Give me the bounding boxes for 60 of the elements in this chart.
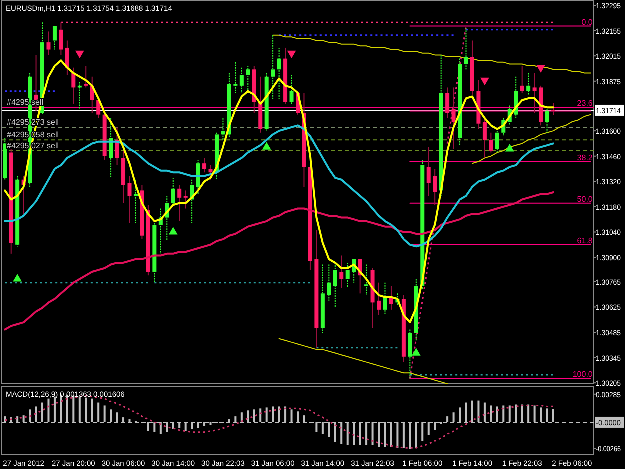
candlestick — [65, 40, 70, 76]
candlestick — [346, 262, 350, 289]
candlestick — [327, 264, 332, 302]
candlestick — [340, 255, 344, 289]
candlestick — [495, 130, 500, 154]
candlestick — [240, 67, 244, 94]
candlestick — [221, 118, 226, 141]
line-series — [272, 34, 592, 74]
candlestick — [184, 190, 188, 210]
line-series — [472, 114, 592, 164]
candlestick — [128, 176, 132, 224]
point — [287, 50, 296, 59]
point — [13, 274, 22, 282]
point — [412, 348, 421, 356]
line-series — [4, 124, 554, 248]
point — [168, 227, 178, 235]
candlestick — [72, 67, 76, 104]
candlestick — [482, 118, 487, 159]
candlestick — [178, 184, 182, 222]
line-series — [4, 192, 554, 331]
series-label: 50.0 — [577, 194, 594, 204]
candlestick — [426, 146, 431, 197]
candlestick — [59, 22, 64, 56]
candlestick — [377, 282, 382, 316]
candlestick — [208, 164, 213, 180]
candlestick — [271, 34, 276, 101]
series-label: 38.2 — [577, 153, 594, 162]
candlestick — [196, 159, 200, 195]
candlestick — [333, 262, 338, 309]
candlestick — [551, 102, 556, 116]
candlestick — [202, 158, 207, 174]
candlestick — [246, 66, 250, 92]
candlestick — [364, 264, 369, 296]
series-label: 23.6 — [577, 99, 594, 108]
candlestick — [52, 26, 57, 50]
candlestick — [84, 66, 88, 88]
series-label: 61.8 — [577, 236, 594, 246]
candlestick — [46, 31, 51, 56]
point — [536, 65, 546, 73]
series-label: 100.0 — [572, 370, 594, 380]
candlestick — [446, 87, 450, 119]
series-label: 0.0 — [582, 18, 594, 27]
candlestick — [532, 72, 537, 114]
candlestick — [545, 108, 550, 134]
candlestick — [277, 47, 282, 101]
point — [480, 78, 490, 86]
point — [75, 50, 84, 59]
candlestick — [520, 66, 524, 94]
candlestick — [526, 72, 531, 96]
point — [262, 142, 272, 150]
point — [505, 144, 514, 152]
candlestick — [464, 28, 468, 70]
candlestick — [234, 62, 238, 94]
candlestick — [489, 132, 494, 154]
candlestick — [383, 282, 388, 316]
candlestick — [433, 168, 438, 206]
line-series — [278, 338, 448, 384]
candlestick — [171, 178, 176, 206]
candlestick — [290, 74, 294, 104]
candlestick — [452, 87, 456, 150]
